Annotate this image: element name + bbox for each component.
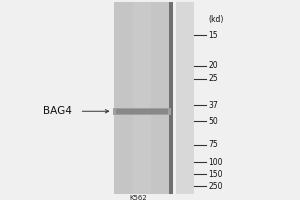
Text: 100: 100: [208, 158, 223, 167]
Bar: [151, 2, 170, 194]
Text: 75: 75: [208, 140, 218, 149]
Text: 25: 25: [208, 74, 218, 83]
Text: 20: 20: [208, 61, 218, 70]
Text: 15: 15: [208, 31, 218, 40]
Text: 37: 37: [208, 101, 218, 110]
Bar: [169, 2, 173, 194]
Bar: [112, 108, 171, 115]
Bar: [133, 2, 151, 194]
Text: K562: K562: [129, 195, 147, 200]
Bar: [176, 2, 194, 194]
Bar: [114, 2, 170, 194]
Text: 250: 250: [208, 182, 223, 191]
Text: 150: 150: [208, 170, 223, 179]
Text: 50: 50: [208, 117, 218, 126]
Bar: [116, 109, 168, 114]
Bar: [114, 2, 133, 194]
Text: BAG4: BAG4: [43, 106, 71, 116]
Text: (kd): (kd): [208, 15, 224, 24]
